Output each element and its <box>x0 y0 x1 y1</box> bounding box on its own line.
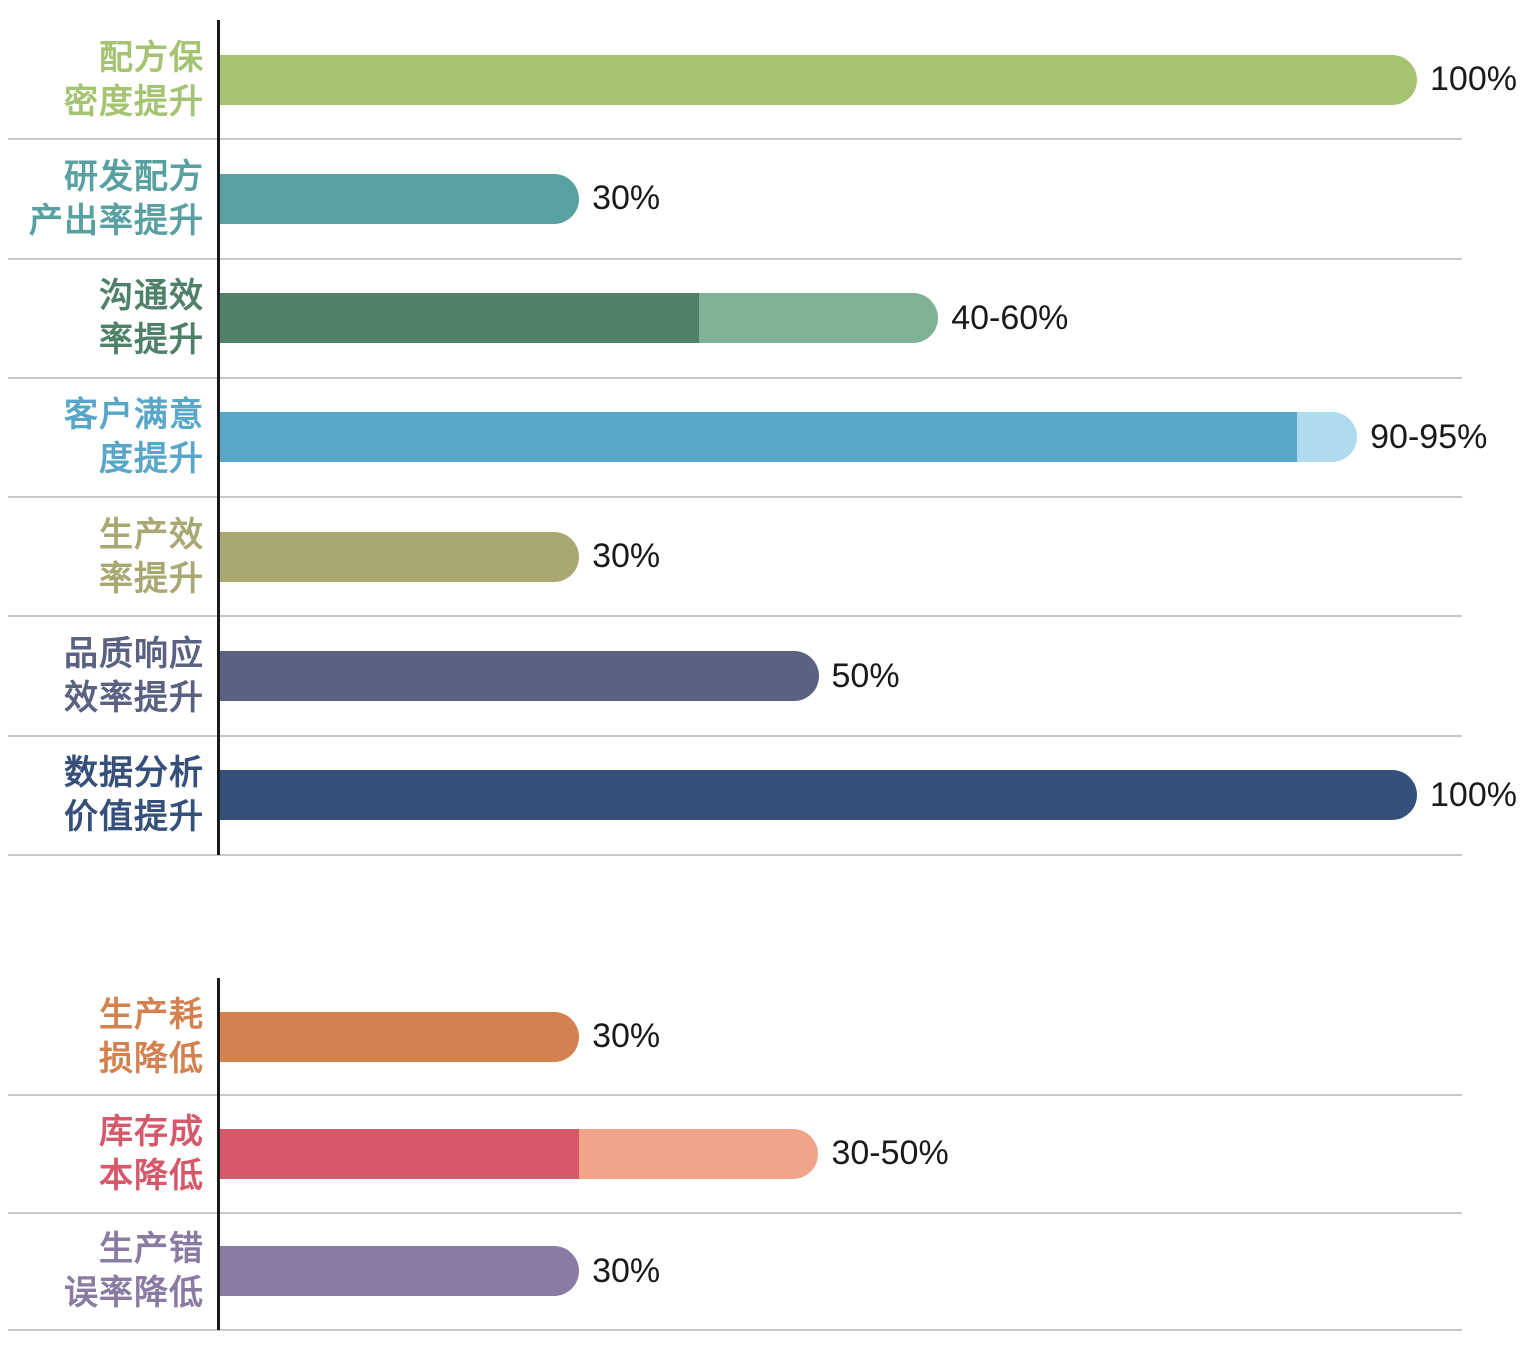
value-label: 100% <box>1430 775 1517 814</box>
category-label: 研发配方 产出率提升 <box>29 157 204 240</box>
value-label: 30-50% <box>831 1134 949 1173</box>
bar: 30% <box>220 1246 661 1297</box>
category-label: 客户满意 度提升 <box>64 396 204 479</box>
category-label: 生产耗 损降低 <box>99 995 204 1078</box>
value-label: 90-95% <box>1370 417 1488 456</box>
bar-range-extension <box>1297 412 1358 463</box>
improvements-section: 配方保 密度提升 100% 研发配方 产出率提升 30% 沟通效 率提升 40-60% 客户满意度… <box>0 20 1526 857</box>
chart-row: 配方保 密度提升 100% <box>0 20 1526 141</box>
category-label: 配方保 密度提升 <box>64 38 204 121</box>
value-label: 30% <box>592 1017 661 1056</box>
bar: 30-50% <box>220 1128 949 1179</box>
bar: 30% <box>220 1011 661 1062</box>
vertical-axis-line <box>217 20 220 855</box>
bar-main-segment <box>220 293 699 344</box>
value-label: 30% <box>592 537 661 576</box>
category-label: 数据分析 价值提升 <box>64 754 204 837</box>
bar-main-segment <box>220 54 1417 105</box>
bar-main-segment <box>220 1128 580 1179</box>
category-label: 库存成 本降低 <box>99 1112 204 1195</box>
value-label: 30% <box>592 179 661 218</box>
bar: 100% <box>220 770 1517 821</box>
bar-main-segment <box>220 173 580 224</box>
bar: 90-95% <box>220 412 1488 463</box>
chart-row: 库存成 本降低 30-50% <box>0 1095 1526 1214</box>
bar: 100% <box>220 54 1517 105</box>
value-label: 40-60% <box>951 298 1069 337</box>
bar: 30% <box>220 173 661 224</box>
category-label: 生产效 率提升 <box>99 515 204 598</box>
bar-main-segment <box>220 1246 580 1297</box>
value-label: 50% <box>831 656 900 695</box>
bar-main-segment <box>220 651 819 702</box>
bar-range-extension <box>579 1128 819 1179</box>
category-label: 沟通效 率提升 <box>99 277 204 360</box>
bar-main-segment <box>220 1011 580 1062</box>
value-label: 100% <box>1430 60 1517 99</box>
bar-range-extension <box>698 293 939 344</box>
category-label: 生产错 误率降低 <box>64 1230 204 1313</box>
bar: 50% <box>220 651 900 702</box>
chart-row: 沟通效 率提升 40-60% <box>0 259 1526 380</box>
category-label: 品质响应 效率提升 <box>64 635 204 718</box>
chart-row: 客户满意 度提升 90-95% <box>0 378 1526 499</box>
bar-main-segment <box>220 770 1417 821</box>
chart-row: 生产耗 损降低 30% <box>0 978 1526 1097</box>
value-label: 30% <box>592 1251 661 1290</box>
chart-row: 研发配方 产出率提升 30% <box>0 139 1526 260</box>
chart-row: 数据分析 价值提升 100% <box>0 736 1526 857</box>
chart-row: 品质响应 效率提升 50% <box>0 616 1526 737</box>
bar-main-segment <box>220 531 580 582</box>
chart-row: 生产错 误率降低 30% <box>0 1213 1526 1332</box>
bar: 30% <box>220 531 661 582</box>
bar-main-segment <box>220 412 1298 463</box>
vertical-axis-line <box>217 978 220 1330</box>
chart-row: 生产效 率提升 30% <box>0 497 1526 618</box>
reductions-section: 生产耗 损降低 30% 库存成 本降低 30-50% 生产错 误率降低 30% <box>0 978 1526 1332</box>
bar: 40-60% <box>220 293 1069 344</box>
